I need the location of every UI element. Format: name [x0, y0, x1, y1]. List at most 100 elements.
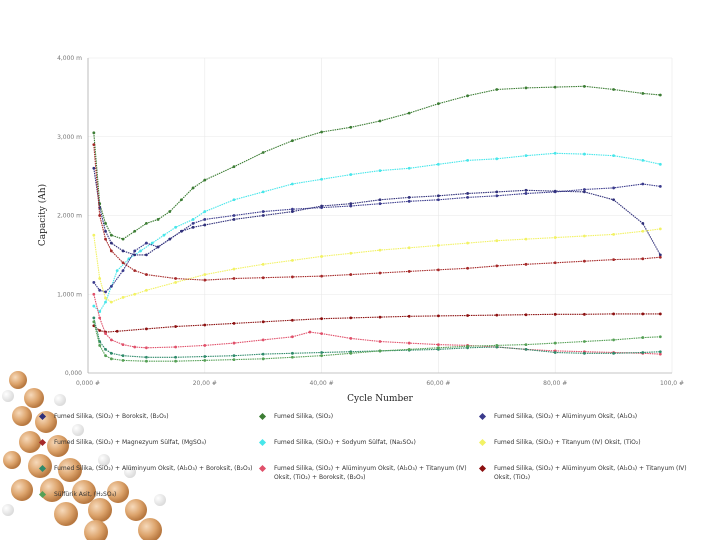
data-point — [203, 218, 207, 221]
data-point — [524, 86, 528, 90]
data-point — [320, 204, 323, 208]
series-2 — [92, 151, 662, 313]
data-point — [495, 194, 499, 198]
data-point — [232, 218, 236, 221]
data-point — [349, 125, 353, 129]
data-point — [495, 190, 499, 194]
data-point — [109, 357, 113, 361]
data-point — [121, 269, 125, 273]
data-point — [407, 199, 411, 203]
data-point — [378, 315, 382, 319]
data-point — [437, 102, 440, 106]
data-point — [261, 338, 265, 342]
x-ticks: 0,000 # 20,00 # 40,00 # 60,00 # 80,00 # 100,0… — [76, 380, 684, 387]
data-point — [203, 178, 207, 182]
data-point — [524, 343, 528, 347]
data-point — [145, 253, 148, 257]
data-point — [109, 338, 113, 342]
data-point — [232, 165, 236, 169]
legend-marker — [478, 464, 487, 473]
data-point — [466, 344, 469, 348]
data-point — [658, 253, 662, 257]
data-point — [407, 270, 411, 273]
legend-marker — [258, 412, 267, 421]
series-line — [93, 228, 661, 303]
data-point — [191, 225, 195, 229]
series-8 — [92, 292, 662, 356]
data-point — [437, 244, 440, 247]
data-point — [162, 233, 166, 237]
data-point — [378, 202, 382, 206]
data-point — [466, 266, 469, 270]
data-point — [378, 271, 382, 275]
data-point — [407, 314, 411, 318]
data-point — [349, 273, 353, 276]
data-point — [495, 157, 499, 161]
data-point — [92, 166, 96, 170]
data-point — [203, 278, 207, 282]
legend-label: Fumed Silika, (SiO₂) — [274, 413, 334, 420]
legend-entry: Fumed Silika, (SiO₂) + Titanyum (IV) Oks… — [478, 438, 694, 447]
data-point — [145, 346, 148, 350]
series-line — [93, 321, 661, 362]
data-point — [349, 173, 353, 176]
data-point — [437, 314, 440, 318]
data-point — [291, 351, 294, 355]
data-point — [437, 268, 440, 272]
data-point — [203, 210, 207, 213]
series-10 — [92, 320, 662, 363]
data-point — [92, 292, 96, 296]
data-point — [261, 190, 265, 194]
data-point — [174, 281, 178, 284]
data-point — [145, 359, 148, 363]
data-point — [583, 259, 586, 263]
data-point — [378, 340, 382, 343]
x-tick-label: 40,00 # — [310, 380, 334, 387]
legend-label: Fumed Silika, (SiO₂) + Magnezyum Sülfat,… — [54, 439, 207, 446]
series-9 — [92, 316, 662, 359]
data-point — [378, 119, 382, 123]
y-tick-label: 4,000 m — [57, 55, 82, 62]
data-point — [407, 195, 411, 199]
data-point — [261, 151, 265, 154]
data-point — [115, 329, 119, 333]
data-point — [658, 350, 662, 354]
data-point — [121, 237, 125, 241]
legend-entry: Fumed Silika, (SiO₂) + Alüminyum Oksit, … — [478, 412, 694, 421]
data-point — [174, 359, 178, 363]
x-tick-label: 0,000 # — [76, 380, 100, 387]
data-point — [174, 325, 178, 328]
series-line — [93, 317, 661, 358]
data-point — [92, 320, 96, 324]
data-point — [92, 304, 96, 308]
data-point — [261, 214, 265, 217]
data-point — [658, 162, 662, 166]
data-point — [156, 218, 160, 221]
data-point — [437, 198, 440, 202]
legend-marker — [258, 464, 267, 473]
data-point — [98, 310, 102, 313]
data-point — [553, 351, 557, 354]
data-point — [524, 192, 528, 195]
data-point — [291, 182, 294, 186]
data-point — [583, 190, 586, 194]
series-line — [93, 294, 661, 355]
data-point — [466, 158, 469, 162]
legend: Fumed Silika, (SiO₂) + Boroksit, (B₂O₃) F… — [38, 408, 720, 538]
data-point — [437, 162, 440, 166]
data-point — [320, 317, 323, 321]
data-point — [553, 151, 557, 155]
data-point — [121, 359, 125, 362]
data-point — [437, 343, 440, 347]
data-point — [174, 277, 178, 280]
legend-entry: Fumed Silika, (SiO₂) + Alüminyum Oksit, … — [38, 464, 254, 473]
legend-label: Fumed Silika, (SiO₂) + Alüminyum Oksit, … — [54, 465, 253, 472]
y-tick-label: 0,000 — [65, 370, 82, 377]
data-point — [349, 202, 353, 206]
data-point — [92, 233, 96, 237]
data-point — [98, 277, 102, 280]
data-point — [109, 241, 113, 245]
data-point — [168, 210, 172, 213]
data-point — [641, 221, 645, 225]
